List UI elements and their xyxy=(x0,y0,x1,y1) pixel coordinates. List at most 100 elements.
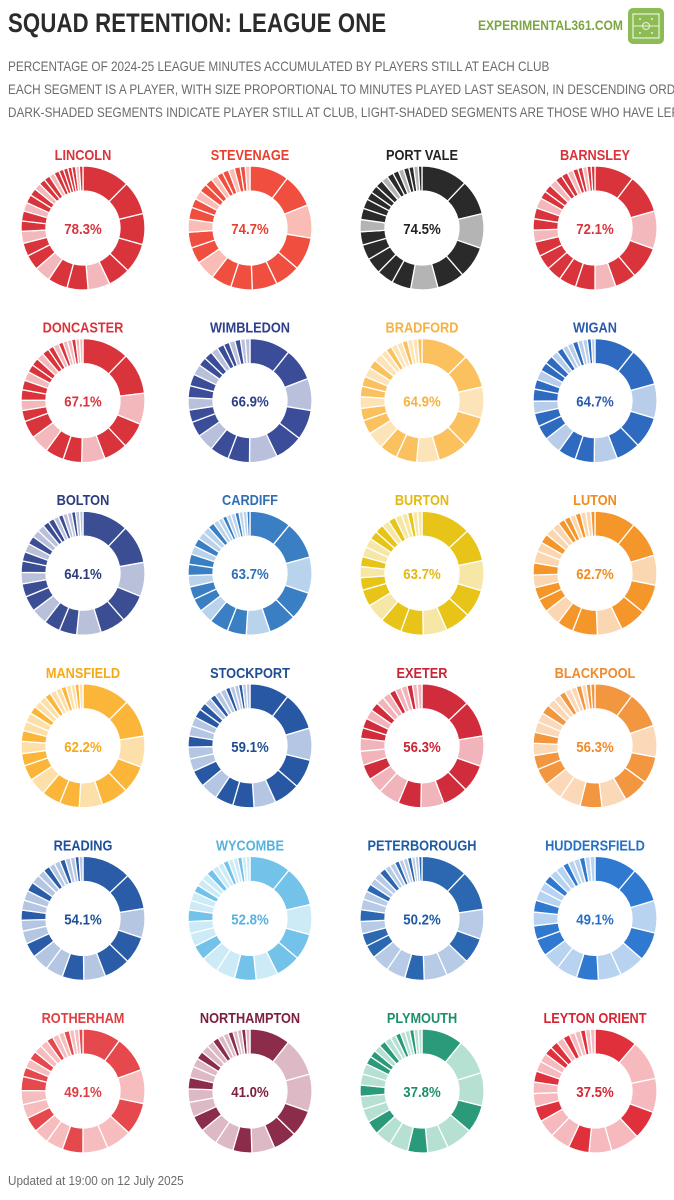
club-donut-rotherham: ROTHERHAM 49.1% xyxy=(20,1009,146,1154)
retention-value-label: 67.1% xyxy=(64,393,102,410)
player-segment-departed xyxy=(78,337,84,365)
retention-value-label: 66.9% xyxy=(231,393,269,410)
club-name-label: LEYTON ORIENT xyxy=(543,1009,647,1026)
club-donut-huddersfield: HUDDERSFIELD 49.1% xyxy=(532,836,658,982)
subtitle-line-2: EACH SEGMENT IS A PLAYER, WITH SIZE PROP… xyxy=(8,81,674,97)
club-donut-mansfield: MANSFIELD 62.2% xyxy=(20,664,146,809)
club-donut-barnsley: BARNSLEY 72.1% xyxy=(532,146,658,291)
retention-value-label: 49.1% xyxy=(64,1083,102,1100)
player-segment-retained xyxy=(417,165,423,192)
club-donut-luton: LUTON 62.7% xyxy=(532,491,658,636)
club-name-label: DONCASTER xyxy=(43,319,124,336)
club-donut-wimbledon: WIMBLEDON 66.9% xyxy=(187,319,313,464)
retention-value-label: 78.3% xyxy=(64,220,102,237)
club-donut-blackpool: BLACKPOOL 56.3% xyxy=(532,664,658,809)
player-segment-departed xyxy=(589,1028,596,1055)
player-segment-departed xyxy=(78,510,84,537)
player-segment-departed xyxy=(416,510,423,537)
player-segment-departed xyxy=(245,683,251,710)
retention-value-label: 49.1% xyxy=(576,911,614,928)
player-segment-retained xyxy=(589,683,596,710)
player-segment-departed xyxy=(416,683,423,710)
club-name-label: PLYMOUTH xyxy=(387,1009,457,1026)
retention-value-label: 62.7% xyxy=(576,565,614,582)
club-name-label: WIGAN xyxy=(573,319,617,336)
club-name-label: BOLTON xyxy=(57,491,110,508)
retention-value-label: 62.2% xyxy=(64,738,102,755)
club-donut-northampton: NORTHAMPTON 41.0% xyxy=(187,1009,313,1154)
retention-value-label: 56.3% xyxy=(403,738,441,755)
club-name-label: PORT VALE xyxy=(386,146,458,163)
updated-timestamp: Updated at 19:00 on 12 July 2025 xyxy=(8,1173,184,1188)
player-segment-retained xyxy=(246,510,251,537)
retention-value-label: 59.1% xyxy=(231,738,269,755)
club-donut-burton: BURTON 63.7% xyxy=(359,491,485,636)
club-name-label: STEVENAGE xyxy=(211,146,290,163)
player-segment-retained xyxy=(590,165,596,192)
retention-value-label: 37.8% xyxy=(403,1083,441,1100)
page-title: SQUAD RETENTION: LEAGUE ONE xyxy=(8,8,387,38)
player-segment-departed xyxy=(245,1028,251,1055)
club-name-label: BARNSLEY xyxy=(560,146,631,163)
club-name-label: WIMBLEDON xyxy=(210,319,290,336)
club-donut-stevenage: STEVENAGE 74.7% xyxy=(187,146,313,291)
club-donut-stockport: STOCKPORT 59.1% xyxy=(187,664,313,809)
pitch-logo-icon xyxy=(628,8,664,44)
club-name-label: BLACKPOOL xyxy=(555,664,636,681)
club-name-label: STOCKPORT xyxy=(210,664,290,681)
club-donut-cardiff: CARDIFF 63.7% xyxy=(187,491,313,636)
club-name-label: EXETER xyxy=(397,664,448,681)
player-segment-departed xyxy=(244,337,251,365)
player-segment-departed xyxy=(590,337,596,365)
club-donut-leyton-orient: LEYTON ORIENT 37.5% xyxy=(532,1009,658,1154)
retention-value-label: 74.7% xyxy=(231,220,269,237)
club-name-label: MANSFIELD xyxy=(46,664,120,681)
club-donut-wigan: WIGAN 64.7% xyxy=(532,319,658,464)
club-name-label: NORTHAMPTON xyxy=(200,1009,300,1026)
subtitle-line-1: PERCENTAGE OF 2024-25 LEAGUE MINUTES ACC… xyxy=(8,58,550,74)
retention-value-label: 50.2% xyxy=(403,911,441,928)
player-segment-retained xyxy=(590,510,596,537)
retention-value-label: 54.1% xyxy=(64,911,102,928)
club-name-label: PETERBOROUGH xyxy=(368,836,477,853)
retention-value-label: 64.9% xyxy=(403,393,441,410)
brand-link[interactable]: EXPERIMENTAL361.COM xyxy=(478,17,623,33)
club-name-label: ROTHERHAM xyxy=(42,1009,125,1026)
club-donut-plymouth: PLYMOUTH 37.8% xyxy=(359,1009,485,1154)
club-name-label: WYCOMBE xyxy=(216,836,284,853)
player-segment-departed xyxy=(244,165,251,192)
club-donut-exeter: EXETER 56.3% xyxy=(359,664,485,809)
club-donut-lincoln: LINCOLN 78.3% xyxy=(20,146,146,291)
player-segment-departed xyxy=(589,855,596,883)
player-segment-retained xyxy=(417,855,423,883)
club-name-label: BRADFORD xyxy=(386,319,459,336)
retention-value-label: 72.1% xyxy=(576,220,614,237)
club-donut-port-vale: PORT VALE 74.5% xyxy=(359,146,485,291)
player-segment-retained xyxy=(416,337,423,365)
retention-value-label: 63.7% xyxy=(231,565,269,582)
player-segment-retained xyxy=(78,165,84,192)
retention-value-label: 37.5% xyxy=(576,1083,614,1100)
club-name-label: BURTON xyxy=(395,491,449,508)
club-name-label: READING xyxy=(54,836,113,853)
club-donut-bradford: BRADFORD 64.9% xyxy=(359,319,485,464)
player-segment-departed xyxy=(78,683,84,710)
retention-value-label: 63.7% xyxy=(403,565,441,582)
club-donut-wycombe: WYCOMBE 52.8% xyxy=(187,836,313,982)
club-name-label: LUTON xyxy=(573,491,617,508)
club-donut-bolton: BOLTON 64.1% xyxy=(20,491,146,636)
retention-value-label: 64.1% xyxy=(64,565,102,582)
retention-value-label: 64.7% xyxy=(576,393,614,410)
retention-value-label: 52.8% xyxy=(231,911,269,928)
retention-value-label: 41.0% xyxy=(231,1083,269,1100)
club-name-label: HUDDERSFIELD xyxy=(545,836,645,853)
club-donut-reading: READING 54.1% xyxy=(20,836,146,982)
player-segment-departed xyxy=(78,855,84,883)
player-segment-departed xyxy=(245,855,251,883)
retention-value-label: 56.3% xyxy=(576,738,614,755)
club-donut-doncaster: DONCASTER 67.1% xyxy=(20,319,146,464)
player-segment-departed xyxy=(417,1028,423,1055)
player-segment-retained xyxy=(78,1028,84,1055)
club-name-label: CARDIFF xyxy=(222,491,278,508)
